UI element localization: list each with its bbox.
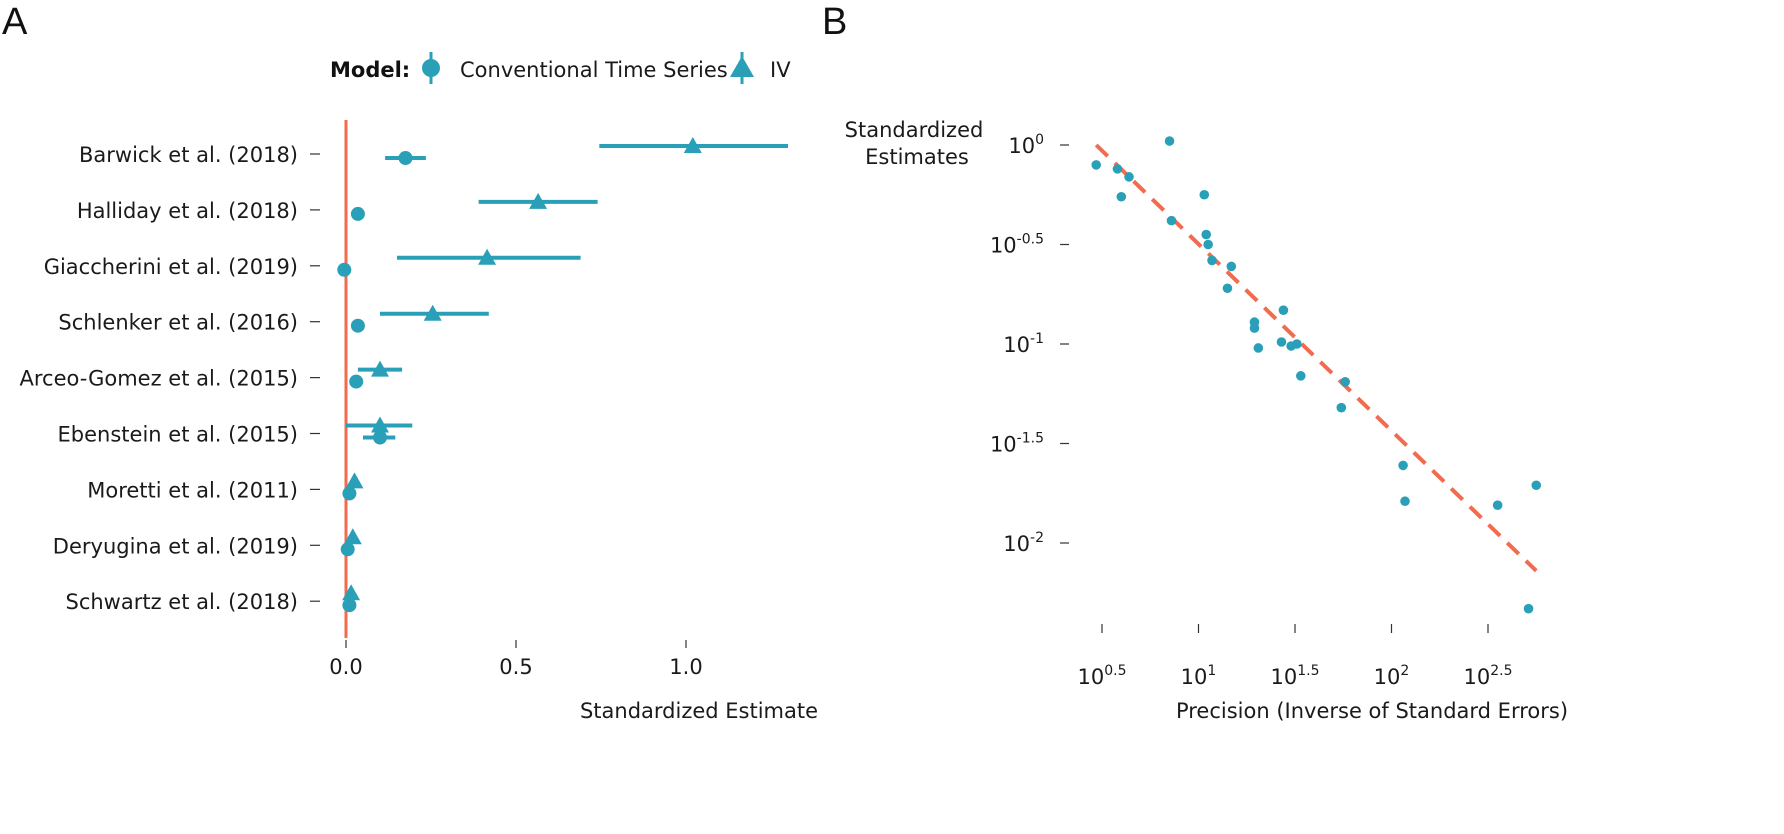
panel-b-y-ticks: 100 10-0.5 10-1 10-1.5 10-2 — [990, 132, 1069, 556]
legend-key-circle — [422, 52, 440, 84]
panel-b-funnel-plot: Standardized Estimates 100 10-0.5 10-1 10-1… — [845, 118, 1568, 723]
panel-a-y-ticks — [310, 153, 320, 602]
estimate-point-iv — [529, 192, 548, 209]
panel-a-x-ticks: 0.0 0.5 1.0 — [329, 640, 703, 679]
study-point — [1199, 189, 1210, 200]
estimate-point-conventional — [342, 486, 357, 501]
estimate-point-conventional — [349, 374, 364, 389]
study-point — [1400, 496, 1410, 507]
x-tick-label: 101.5 — [1271, 663, 1320, 689]
panel-b-letter: B — [822, 1, 847, 43]
study-point — [1295, 371, 1306, 381]
panel-b-y-title-line-1: Standardized — [845, 118, 984, 142]
study-point — [1292, 339, 1302, 349]
estimate-point-conventional — [350, 206, 365, 221]
legend-title: Model: — [330, 58, 410, 82]
study-point — [1249, 323, 1260, 333]
study-point — [1523, 603, 1534, 614]
x-tick-label: 101 — [1181, 663, 1217, 689]
panel-a-study-labels: Barwick et al. (2018) Halliday et al. (20… — [20, 143, 299, 614]
study-point — [1340, 377, 1350, 387]
study-point — [1492, 500, 1503, 510]
x-tick-label: 102.5 — [1464, 663, 1513, 689]
study-point — [1112, 164, 1123, 174]
panel-a-x-axis-title: Standardized Estimate — [580, 699, 818, 723]
estimate-point-conventional — [373, 430, 387, 445]
panel-a-marks — [337, 137, 788, 613]
study-point — [1531, 480, 1542, 491]
study-point — [1226, 261, 1237, 272]
panel-b-fit-line — [1094, 143, 1538, 573]
study-point — [1222, 283, 1233, 294]
study-point — [1276, 337, 1287, 347]
y-tick-label: 10-1 — [1003, 331, 1044, 357]
panel-b-y-title-line-2: Estimates — [865, 145, 969, 169]
legend-key-triangle — [730, 52, 754, 84]
legend: Model: Conventional Time Series IV — [330, 52, 791, 84]
study-point — [1398, 460, 1408, 471]
x-tick-label: 100.5 — [1078, 663, 1127, 689]
study-point — [1124, 172, 1134, 182]
panel-b-x-ticks: 100.5 101 101.5 102 102.5 — [1078, 624, 1513, 689]
estimate-point-iv — [371, 416, 389, 433]
study-point — [1203, 239, 1213, 250]
x-tick-label: 0.5 — [499, 655, 532, 679]
estimate-point-iv — [683, 137, 702, 153]
study-point — [1336, 402, 1347, 413]
estimate-point-conventional — [342, 598, 357, 613]
study-point — [1201, 229, 1212, 240]
x-tick-label: 102 — [1374, 663, 1410, 689]
estimate-point-conventional — [340, 542, 355, 557]
study-point — [1116, 191, 1127, 202]
study-label: Giaccherini et al. (2019) — [44, 255, 298, 279]
y-tick-label: 100 — [1008, 132, 1044, 158]
study-point — [1278, 305, 1289, 315]
study-label: Moretti et al. (2011) — [87, 478, 298, 502]
study-label: Deryugina et al. (2019) — [53, 534, 298, 558]
study-label: Barwick et al. (2018) — [79, 143, 298, 167]
estimate-point-conventional — [350, 318, 365, 333]
study-label: Ebenstein et al. (2015) — [58, 423, 298, 447]
y-tick-label: 10-1.5 — [990, 431, 1044, 457]
y-tick-label: 10-2 — [1003, 530, 1044, 556]
x-tick-label: 1.0 — [669, 655, 702, 679]
x-tick-label: 0.0 — [329, 655, 362, 679]
estimate-point-iv — [423, 304, 442, 321]
panel-a-letter: A — [2, 1, 28, 43]
estimate-point-iv — [343, 528, 362, 545]
panel-a-forest-plot: Barwick et al. (2018) Halliday et al. (20… — [20, 120, 818, 723]
panel-b-x-axis-title: Precision (Inverse of Standard Errors) — [1176, 699, 1568, 723]
study-label: Arceo-Gomez et al. (2015) — [20, 367, 299, 391]
study-point — [1253, 343, 1264, 353]
study-label: Schlenker et al. (2016) — [58, 311, 298, 335]
y-tick-label: 10-0.5 — [990, 232, 1044, 258]
estimate-point-conventional — [398, 151, 413, 165]
estimate-point-iv — [371, 360, 389, 377]
study-label: Schwartz et al. (2018) — [65, 590, 298, 614]
study-label: Halliday et al. (2018) — [77, 199, 298, 223]
estimate-point-iv — [342, 584, 361, 601]
panel-b-y-axis-title: Standardized Estimates — [845, 118, 984, 169]
legend-label-conventional: Conventional Time Series — [460, 58, 728, 82]
study-point — [1164, 136, 1175, 146]
study-point — [1091, 160, 1102, 170]
panel-b-points — [1091, 136, 1542, 614]
estimate-point-conventional — [337, 262, 352, 277]
estimate-point-iv — [345, 472, 364, 489]
estimate-point-iv — [478, 248, 497, 265]
study-point — [1207, 255, 1217, 266]
study-point — [1166, 215, 1177, 226]
legend-label-iv: IV — [770, 58, 791, 82]
